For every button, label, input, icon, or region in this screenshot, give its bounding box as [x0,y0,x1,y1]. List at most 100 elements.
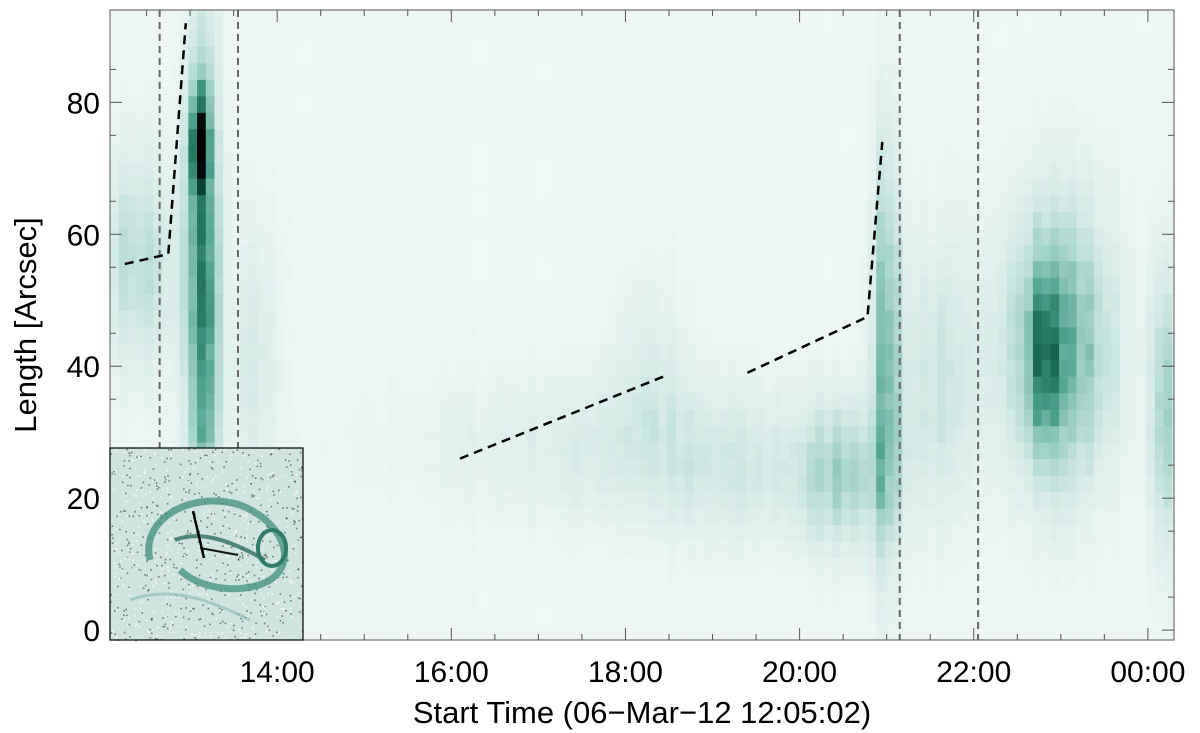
heatmap-cell [911,112,921,130]
heatmap-cell [1102,13,1112,31]
heatmap-cell [510,574,520,592]
heatmap-cell [763,10,773,14]
heatmap-cell [536,62,546,80]
heatmap-cell [545,260,555,278]
heatmap-cell [284,112,294,130]
heatmap-cell [937,62,947,80]
heatmap-cell [1024,607,1034,625]
inset-speckle-dot [247,615,249,617]
heatmap-cell [641,46,651,64]
heatmap-cell [1128,244,1139,262]
heatmap-cell [745,29,755,47]
heatmap-cell [684,409,694,427]
heatmap-cell [1146,623,1156,640]
heatmap-cell [179,376,189,394]
heatmap-cell [580,10,590,14]
heatmap-cell [850,161,860,179]
heatmap-cell [815,211,825,229]
heatmap-cell [702,227,712,245]
heatmap-cell [832,623,842,640]
heatmap-cell [127,194,137,212]
heatmap-cell [641,128,651,146]
heatmap-cell [1111,10,1121,14]
heatmap-cell [815,392,825,410]
heatmap-cell [841,607,851,625]
heatmap-cell [197,13,207,31]
heatmap-cell [1172,145,1174,163]
heatmap-cell [667,128,677,146]
heatmap-cell [806,409,816,427]
heatmap-cell [1154,244,1165,262]
heatmap-cell [1128,178,1139,196]
heatmap-cell [345,541,355,559]
heatmap-cell [1085,277,1095,295]
heatmap-cell [258,293,268,311]
heatmap-cell [745,244,755,262]
heatmap-cell [728,227,738,245]
heatmap-cell [893,442,903,460]
heatmap-cell [745,392,755,410]
heatmap-cell [371,409,381,427]
heatmap-cell [1076,227,1086,245]
heatmap-cell [345,194,355,212]
heatmap-cell [684,590,694,608]
heatmap-cell [693,145,703,163]
heatmap-cell [231,260,242,278]
inset-speckle-dot [254,592,256,595]
heatmap-cell [719,376,729,394]
heatmap-cell [615,392,625,410]
heatmap-cell [893,376,903,394]
heatmap-cell [153,46,163,64]
heatmap-cell [188,95,198,113]
heatmap-cell [240,227,250,245]
heatmap-cell [301,227,311,245]
heatmap-cell [580,508,590,526]
heatmap-cell [580,458,590,476]
heatmap-cell [144,260,155,278]
heatmap-cell [710,211,721,229]
heatmap-cell [214,409,224,427]
heatmap-cell [763,244,773,262]
heatmap-cell [127,326,137,344]
heatmap-cell [675,541,686,559]
heatmap-cell [615,475,625,493]
heatmap-cell [423,310,433,328]
heatmap-cell [780,277,790,295]
heatmap-cell [945,161,956,179]
heatmap-cell [336,178,346,196]
heatmap-cell [466,590,477,608]
heatmap-cell [292,376,303,394]
heatmap-cell [188,112,198,130]
heatmap-cell [1041,442,1051,460]
heatmap-cell [736,491,747,509]
heatmap-cell [693,79,703,97]
heatmap-cell [545,508,555,526]
heatmap-cell [118,409,129,427]
heatmap-cell [728,541,738,559]
heatmap-cell [214,425,224,443]
heatmap-cell [493,425,503,443]
heatmap-cell [501,46,512,64]
heatmap-cell [249,79,259,97]
heatmap-cell [893,409,903,427]
heatmap-cell [797,607,808,625]
heatmap-cell [911,227,921,245]
heatmap-cell [449,491,459,509]
heatmap-cell [771,326,782,344]
heatmap-cell [127,178,137,196]
heatmap-cell [806,326,816,344]
heatmap-cell [832,161,842,179]
heatmap-cell [954,392,964,410]
heatmap-cell [806,145,816,163]
heatmap-cell [998,112,1008,130]
heatmap-cell [318,79,329,97]
heatmap-cell [466,13,477,31]
heatmap-cell [1102,524,1112,542]
heatmap-cell [710,161,721,179]
heatmap-cell [1102,194,1112,212]
heatmap-cell [815,29,825,47]
heatmap-cell [501,524,512,542]
heatmap-cell [858,574,869,592]
heatmap-cell [388,409,398,427]
heatmap-cell [1137,227,1147,245]
